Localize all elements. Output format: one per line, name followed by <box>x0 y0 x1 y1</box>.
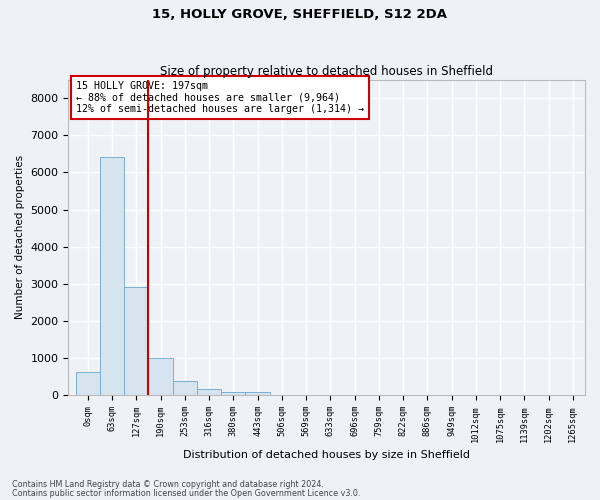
Title: Size of property relative to detached houses in Sheffield: Size of property relative to detached ho… <box>160 66 493 78</box>
Bar <box>173 382 197 395</box>
X-axis label: Distribution of detached houses by size in Sheffield: Distribution of detached houses by size … <box>183 450 470 460</box>
Bar <box>148 358 173 395</box>
Text: 15, HOLLY GROVE, SHEFFIELD, S12 2DA: 15, HOLLY GROVE, SHEFFIELD, S12 2DA <box>152 8 448 20</box>
Bar <box>100 157 124 395</box>
Bar <box>124 287 148 395</box>
Bar <box>197 390 221 395</box>
Bar <box>245 392 270 395</box>
Bar <box>221 392 245 395</box>
Text: 15 HOLLY GROVE: 197sqm
← 88% of detached houses are smaller (9,964)
12% of semi-: 15 HOLLY GROVE: 197sqm ← 88% of detached… <box>76 81 364 114</box>
Text: Contains public sector information licensed under the Open Government Licence v3: Contains public sector information licen… <box>12 488 361 498</box>
Text: Contains HM Land Registry data © Crown copyright and database right 2024.: Contains HM Land Registry data © Crown c… <box>12 480 324 489</box>
Bar <box>76 372 100 395</box>
Y-axis label: Number of detached properties: Number of detached properties <box>15 156 25 320</box>
